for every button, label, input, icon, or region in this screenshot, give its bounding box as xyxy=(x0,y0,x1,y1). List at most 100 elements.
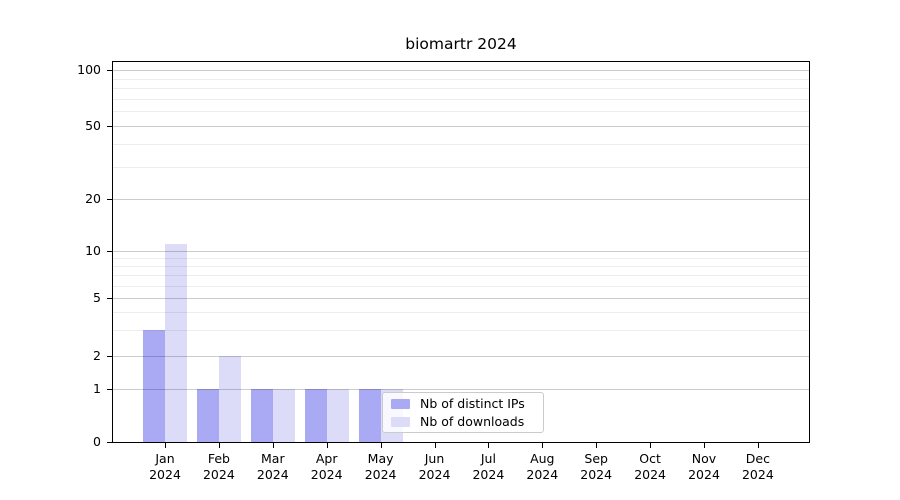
y-tick-100 xyxy=(107,70,112,71)
plot-area: Nb of distinct IPs Nb of downloads xyxy=(112,61,810,443)
y-tick-label-100: 100 xyxy=(77,62,101,77)
legend-item-downloads: Nb of downloads xyxy=(391,414,537,429)
chart-title: biomartr 2024 xyxy=(405,35,517,53)
y-tick-0 xyxy=(107,442,112,443)
bar-distinct-ips-jan xyxy=(143,330,165,442)
x-tick-jan xyxy=(165,443,166,448)
gridline-minor-80 xyxy=(113,87,809,89)
y-tick-50 xyxy=(107,125,112,127)
x-label-month: Jul xyxy=(480,451,496,466)
x-label-year: 2024 xyxy=(580,467,613,482)
x-label-month: Mar xyxy=(261,451,285,466)
y-tick-label-50: 50 xyxy=(85,117,101,133)
x-label-month: Jun xyxy=(424,451,445,466)
y-tick-label-2: 2 xyxy=(93,347,101,363)
x-tick-label-mar: Mar 2024 xyxy=(243,451,303,483)
bar-distinct-ips-apr xyxy=(304,389,327,442)
x-tick-oct xyxy=(650,443,652,448)
x-label-year: 2024 xyxy=(526,467,559,482)
x-label-year: 2024 xyxy=(256,467,289,482)
x-tick-aug xyxy=(542,443,544,448)
gridline-major-100 xyxy=(113,70,809,71)
legend-label-downloads: Nb of downloads xyxy=(420,414,525,429)
x-label-year: 2024 xyxy=(310,467,343,482)
gridline-major-10 xyxy=(113,251,809,252)
gridline-major-20 xyxy=(113,199,809,200)
bar-downloads-mar xyxy=(272,389,295,442)
y-tick-label-0: 0 xyxy=(93,434,101,449)
x-label-month: Dec xyxy=(745,451,770,466)
x-tick-label-apr: Apr 2024 xyxy=(297,451,357,483)
legend-swatch-downloads xyxy=(391,416,410,427)
x-label-month: Sep xyxy=(584,451,608,466)
x-tick-label-sep: Sep 2024 xyxy=(566,451,626,483)
x-tick-jul xyxy=(488,443,490,448)
legend: Nb of distinct IPs Nb of downloads xyxy=(382,392,544,433)
x-label-year: 2024 xyxy=(202,467,235,482)
x-label-year: 2024 xyxy=(634,467,666,482)
x-label-year: 2024 xyxy=(688,467,720,482)
gridline-minor-4 xyxy=(113,312,809,314)
x-label-month: Apr xyxy=(315,451,338,466)
bar-downloads-feb xyxy=(218,355,241,442)
gridline-minor-3 xyxy=(113,330,809,332)
x-label-month: May xyxy=(367,451,394,466)
legend-label-distinct-ips: Nb of distinct IPs xyxy=(420,396,525,411)
x-tick-label-jun: Jun 2024 xyxy=(405,451,465,483)
gridline-minor-70 xyxy=(113,98,809,100)
x-tick-may xyxy=(380,443,382,448)
x-tick-mar xyxy=(272,443,274,448)
gridline-major-50 xyxy=(113,125,809,127)
gridline-minor-8 xyxy=(113,266,809,268)
gridline-major-5 xyxy=(113,298,809,300)
x-label-month: Feb xyxy=(207,451,230,466)
x-label-year: 2024 xyxy=(418,467,451,482)
x-label-month: Oct xyxy=(639,451,661,466)
y-tick-5 xyxy=(107,298,112,300)
gridline-major-1 xyxy=(113,389,809,391)
y-tick-20 xyxy=(107,199,112,200)
y-tick-1 xyxy=(107,389,112,391)
x-tick-sep xyxy=(596,443,598,448)
gridline-minor-30 xyxy=(113,166,809,168)
bar-downloads-jan xyxy=(165,243,187,442)
legend-swatch-distinct-ips xyxy=(391,398,410,409)
x-tick-feb xyxy=(218,443,220,448)
x-label-year: 2024 xyxy=(741,467,774,482)
x-tick-label-nov: Nov 2024 xyxy=(674,451,734,483)
y-tick-10 xyxy=(107,251,112,252)
x-tick-label-oct: Oct 2024 xyxy=(620,451,680,483)
gridline-minor-90 xyxy=(113,78,809,80)
x-tick-label-dec: Dec 2024 xyxy=(728,451,788,483)
bar-distinct-ips-may xyxy=(358,389,381,442)
y-tick-label-5: 5 xyxy=(93,290,101,306)
gridline-minor-60 xyxy=(113,111,809,112)
x-tick-dec xyxy=(757,443,759,448)
x-tick-jun xyxy=(434,443,436,448)
x-tick-label-jan: Jan 2024 xyxy=(135,451,195,483)
gridline-minor-9 xyxy=(113,258,809,260)
x-label-year: 2024 xyxy=(149,467,181,482)
y-tick-2 xyxy=(107,355,112,357)
x-tick-label-jul: Jul 2024 xyxy=(458,451,518,483)
bar-distinct-ips-feb xyxy=(196,389,219,442)
x-tick-nov xyxy=(704,443,705,448)
gridline-minor-7 xyxy=(113,275,809,277)
y-tick-label-20: 20 xyxy=(85,191,101,206)
x-tick-label-feb: Feb 2024 xyxy=(189,451,249,483)
y-tick-label-10: 10 xyxy=(85,243,101,258)
bar-distinct-ips-mar xyxy=(250,389,273,442)
gridline-major-2 xyxy=(113,355,809,357)
x-label-year: 2024 xyxy=(472,467,505,482)
x-label-month: Nov xyxy=(691,451,717,466)
x-tick-label-may: May 2024 xyxy=(351,451,411,483)
y-tick-label-1: 1 xyxy=(93,381,101,397)
x-tick-label-aug: Aug 2024 xyxy=(512,451,572,483)
x-label-month: Jan xyxy=(155,451,175,466)
bar-downloads-apr xyxy=(326,389,349,442)
x-label-month: Aug xyxy=(530,451,555,466)
gridline-minor-6 xyxy=(113,285,809,287)
gridline-minor-40 xyxy=(113,143,809,145)
x-label-year: 2024 xyxy=(364,467,397,482)
